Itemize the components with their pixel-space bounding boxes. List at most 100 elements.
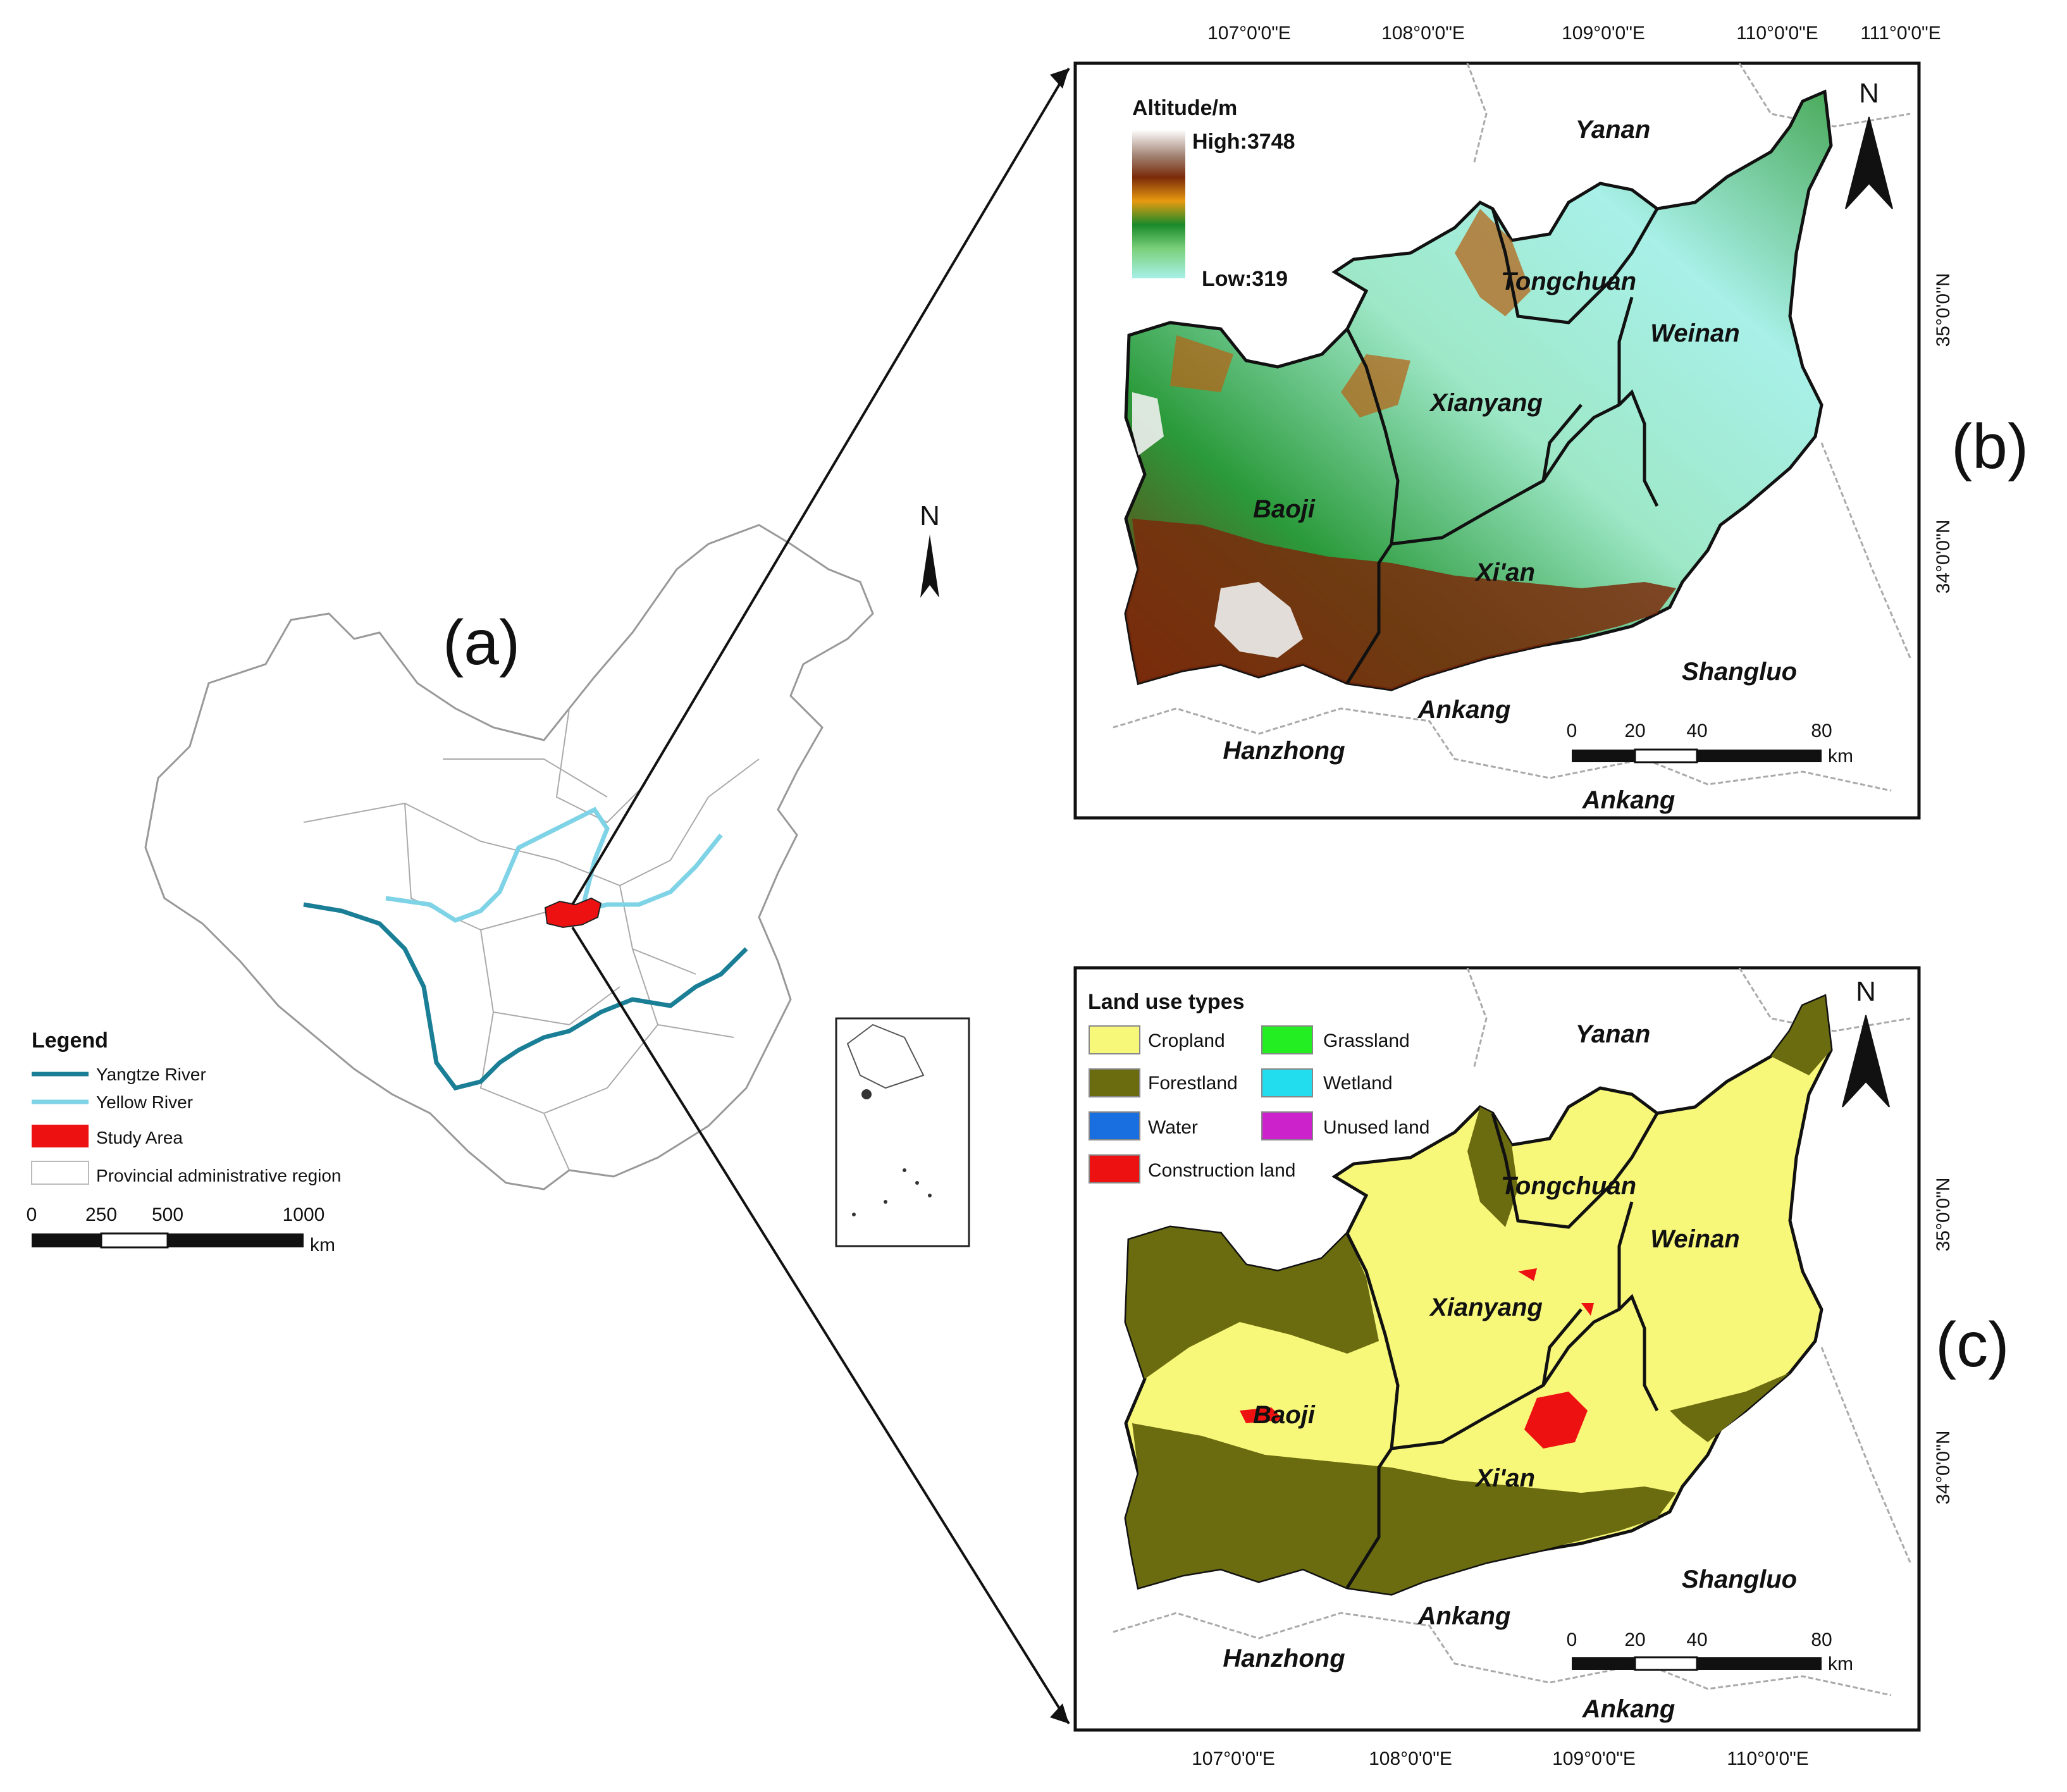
- legend-water-label: Water: [1148, 1117, 1198, 1138]
- study-area-marker: [544, 897, 602, 929]
- panel-label-c: (c): [1935, 1309, 2009, 1380]
- legend-construction-swatch: [1089, 1154, 1140, 1183]
- lat-c-0: 35°0'0"N: [1933, 1178, 1954, 1252]
- surrounding-boundaries-b: [1113, 63, 1911, 792]
- scale-c-tick-2: 40: [1686, 1629, 1707, 1650]
- legend-unused-swatch: [1261, 1111, 1313, 1140]
- scale-b-tick-1: 20: [1624, 720, 1645, 741]
- scale-bar-a: 0 250 500 1000 km: [27, 1204, 335, 1256]
- lon-b-1: 108°0'0"E: [1381, 23, 1465, 44]
- legend-cropland-swatch: [1089, 1025, 1140, 1054]
- construction-xian-c: [1240, 1268, 1594, 1449]
- landuse-legend-title: Land use types: [1088, 990, 1245, 1014]
- map-b: Altitude/m High:3748 Low:319 N Yanan Ton…: [1073, 23, 1954, 820]
- legend-study-symbol: [32, 1125, 89, 1147]
- lon-c-0: 107°0'0"E: [1192, 1748, 1275, 1769]
- altitude-high: High:3748: [1192, 130, 1295, 154]
- scale-c-tick-0: 0: [1567, 1629, 1577, 1650]
- lat-c-1: 34°0'0"N: [1933, 1431, 1954, 1505]
- highland-north-b: [1170, 209, 1531, 417]
- legend-wetland-label: Wetland: [1323, 1073, 1393, 1094]
- district-boundaries-c: [1345, 1112, 1659, 1589]
- city-yanan-b: Yanan: [1576, 116, 1651, 144]
- city-tongchuan-c: Tongchuan: [1501, 1172, 1636, 1200]
- province-lines: [303, 708, 760, 1171]
- scale-b-tick-0: 0: [1567, 720, 1577, 741]
- map-c: Land use types Cropland Grassland Forest…: [1073, 966, 1954, 1769]
- city-hanzhong-b: Hanzhong: [1223, 737, 1345, 765]
- legend-grassland-label: Grassland: [1323, 1030, 1410, 1051]
- legend-province-label: Provincial administrative region: [96, 1166, 342, 1185]
- lon-b-3: 110°0'0"E: [1736, 23, 1818, 44]
- legend-yellow-label: Yellow River: [96, 1092, 193, 1112]
- legend-forestland-swatch: [1089, 1068, 1140, 1097]
- legend-a-title: Legend: [32, 1029, 108, 1053]
- north-label-c: N: [1856, 976, 1876, 1007]
- lon-b-4: 111°0'0"E: [1860, 23, 1941, 44]
- city-shangluo-c: Shangluo: [1682, 1566, 1797, 1593]
- north-label-a: N: [920, 500, 940, 531]
- city-ankang-b1: Ankang: [1417, 696, 1511, 724]
- china-outline: [144, 524, 874, 1190]
- lat-b-0: 35°0'0"N: [1933, 273, 1954, 347]
- north-label-b: N: [1859, 78, 1879, 109]
- north-arrow-b: [1845, 116, 1893, 209]
- lon-c-3: 110°0'0"E: [1727, 1748, 1809, 1769]
- scale-a-unit: km: [310, 1235, 335, 1256]
- city-ankang-c1: Ankang: [1417, 1602, 1511, 1630]
- legend-cropland-label: Cropland: [1148, 1030, 1225, 1051]
- yellow-river: [385, 806, 723, 923]
- district-boundaries-b: [1345, 207, 1659, 684]
- city-xian-c: Xi'an: [1474, 1464, 1535, 1492]
- city-baoji-b: Baoji: [1253, 495, 1316, 523]
- forestland-west-c: [1126, 1227, 1379, 1379]
- legend-grassland-swatch: [1261, 1025, 1313, 1054]
- city-baoji-c: Baoji: [1253, 1401, 1316, 1429]
- legend-forestland-label: Forestland: [1148, 1073, 1238, 1094]
- city-hanzhong-c: Hanzhong: [1223, 1645, 1345, 1672]
- lat-b-1: 34°0'0"N: [1933, 520, 1954, 594]
- altitude-ramp: [1132, 130, 1185, 278]
- city-ankang-c2: Ankang: [1582, 1695, 1675, 1723]
- city-xianyang-b: Xianyang: [1429, 389, 1543, 417]
- scale-c-unit: km: [1828, 1653, 1853, 1674]
- scale-c-tick-3: 80: [1811, 1629, 1832, 1650]
- city-weinan-b: Weinan: [1650, 319, 1740, 347]
- altitude-legend-title: Altitude/m: [1132, 96, 1237, 120]
- panel-label-b: (b): [1951, 411, 2028, 482]
- north-arrow-a: N: [920, 500, 940, 598]
- china-map: N: [144, 500, 970, 1247]
- legend-water-swatch: [1089, 1111, 1140, 1140]
- north-arrow-c: [1842, 1015, 1890, 1108]
- scale-b-unit: km: [1828, 746, 1853, 767]
- lon-c-2: 109°0'0"E: [1552, 1748, 1636, 1769]
- altitude-low: Low:319: [1202, 267, 1288, 291]
- city-weinan-c: Weinan: [1650, 1225, 1740, 1253]
- lon-b-2: 109°0'0"E: [1562, 23, 1645, 44]
- scale-a-tick-1: 250: [85, 1204, 117, 1225]
- city-xianyang-c: Xianyang: [1429, 1294, 1543, 1321]
- scale-a-tick-3: 1000: [283, 1204, 325, 1225]
- scale-a-tick-0: 0: [27, 1204, 37, 1225]
- legend-construction-label: Construction land: [1148, 1160, 1295, 1181]
- legend-province-symbol: [31, 1161, 89, 1185]
- scale-a-tick-2: 500: [152, 1204, 183, 1225]
- panel-label-a: (a): [443, 607, 520, 678]
- city-xian-b: Xi'an: [1474, 559, 1535, 586]
- legend-yangtze-label: Yangtze River: [96, 1065, 206, 1084]
- city-tongchuan-b: Tongchuan: [1501, 268, 1636, 295]
- yangtze-river: [303, 902, 748, 1091]
- surrounding-boundaries-c: [1113, 968, 1911, 1696]
- scale-b-tick-2: 40: [1686, 720, 1707, 741]
- city-ankang-b2: Ankang: [1582, 786, 1675, 814]
- city-yanan-c: Yanan: [1576, 1020, 1651, 1048]
- zoom-connectors: [571, 67, 1070, 1725]
- scale-b-tick-3: 80: [1811, 720, 1832, 741]
- lon-c-1: 108°0'0"E: [1369, 1748, 1452, 1769]
- legend-unused-label: Unused land: [1323, 1117, 1429, 1138]
- legend-wetland-swatch: [1261, 1068, 1313, 1097]
- legend-a: Legend Yangtze River Yellow River Study …: [31, 1029, 342, 1185]
- forestland-north-c: [1467, 996, 1831, 1442]
- forestland-south-c: [1126, 1423, 1676, 1594]
